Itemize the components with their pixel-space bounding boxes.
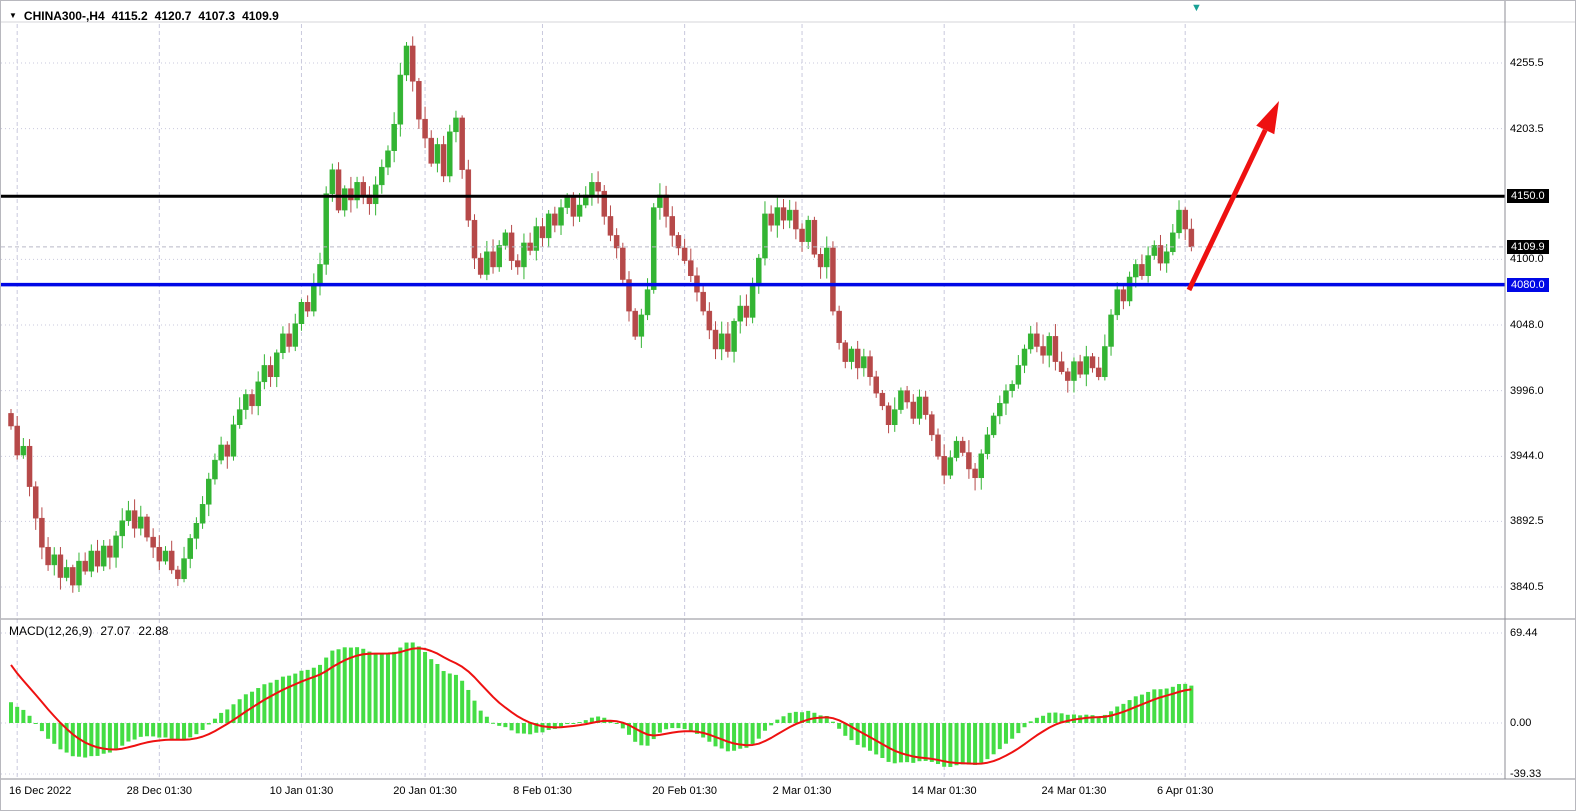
- macd-axis-label: 0.00: [1510, 717, 1532, 729]
- chart-header: ▼ CHINA300-,H4 4115.2 4120.7 4107.3 4109…: [9, 9, 279, 23]
- price-axis-label: 4100.0: [1510, 253, 1544, 266]
- macd-signal-line: [10, 647, 1192, 765]
- symbol-dropdown-icon[interactable]: ▼: [9, 11, 17, 20]
- time-axis-label: 16 Dec 2022: [9, 785, 72, 797]
- time-axis-label: 2 Mar 01:30: [772, 785, 832, 797]
- trend-arrow-line[interactable]: [1186, 128, 1268, 292]
- price-axis-label: 3892.5: [1510, 515, 1544, 528]
- price-axis-label: 4048.0: [1510, 319, 1544, 331]
- ohlc-low-value: 4107.3: [198, 9, 236, 23]
- macd-indicator-label: MACD(12,26,9) 27.07 22.88: [9, 624, 168, 638]
- price-axis-label: 4203.5: [1510, 122, 1544, 135]
- ohlc-high-value: 4120.7: [154, 9, 192, 23]
- trend-arrow-head[interactable]: [1256, 101, 1279, 135]
- chart-end-marker-icon[interactable]: ▼: [1191, 2, 1202, 14]
- macd-name: MACD(12,26,9): [9, 624, 93, 638]
- candlestick-series[interactable]: [8, 36, 1195, 593]
- price-line-label: 4080.0: [1507, 277, 1549, 292]
- macd-axis-label: 69.44: [1510, 627, 1538, 639]
- time-axis-label: 24 Mar 01:30: [1041, 785, 1107, 797]
- macd-main-value: 27.07: [100, 624, 131, 638]
- time-axis-label: 14 Mar 01:30: [911, 785, 977, 797]
- price-line-label: 4109.9: [1507, 239, 1549, 254]
- price-axis-label: 3996.0: [1510, 384, 1544, 397]
- time-axis-label: 20 Jan 01:30: [393, 785, 457, 797]
- time-axis-label: 20 Feb 01:30: [652, 785, 718, 797]
- time-axis-label: 6 Apr 01:30: [1157, 785, 1214, 797]
- price-line-label: 4150.0: [1507, 189, 1549, 204]
- ohlc-open-value: 4115.2: [111, 9, 148, 23]
- ohlc-close-value: 4109.9: [242, 9, 279, 23]
- macd-axis-label: -39.33: [1510, 767, 1542, 780]
- price-axis-label: 3840.5: [1510, 581, 1544, 593]
- macd-histogram: [9, 642, 1194, 767]
- macd-signal-value: 22.88: [138, 624, 169, 638]
- price-axis-label: 4255.5: [1510, 57, 1544, 69]
- time-axis-label: 28 Dec 01:30: [126, 785, 193, 797]
- time-axis-label: 8 Feb 01:30: [513, 785, 572, 797]
- price-axis-label: 3944.0: [1510, 450, 1544, 463]
- time-axis-label: 10 Jan 01:30: [269, 785, 334, 797]
- symbol-timeframe-label: CHINA300-,H4: [23, 9, 105, 23]
